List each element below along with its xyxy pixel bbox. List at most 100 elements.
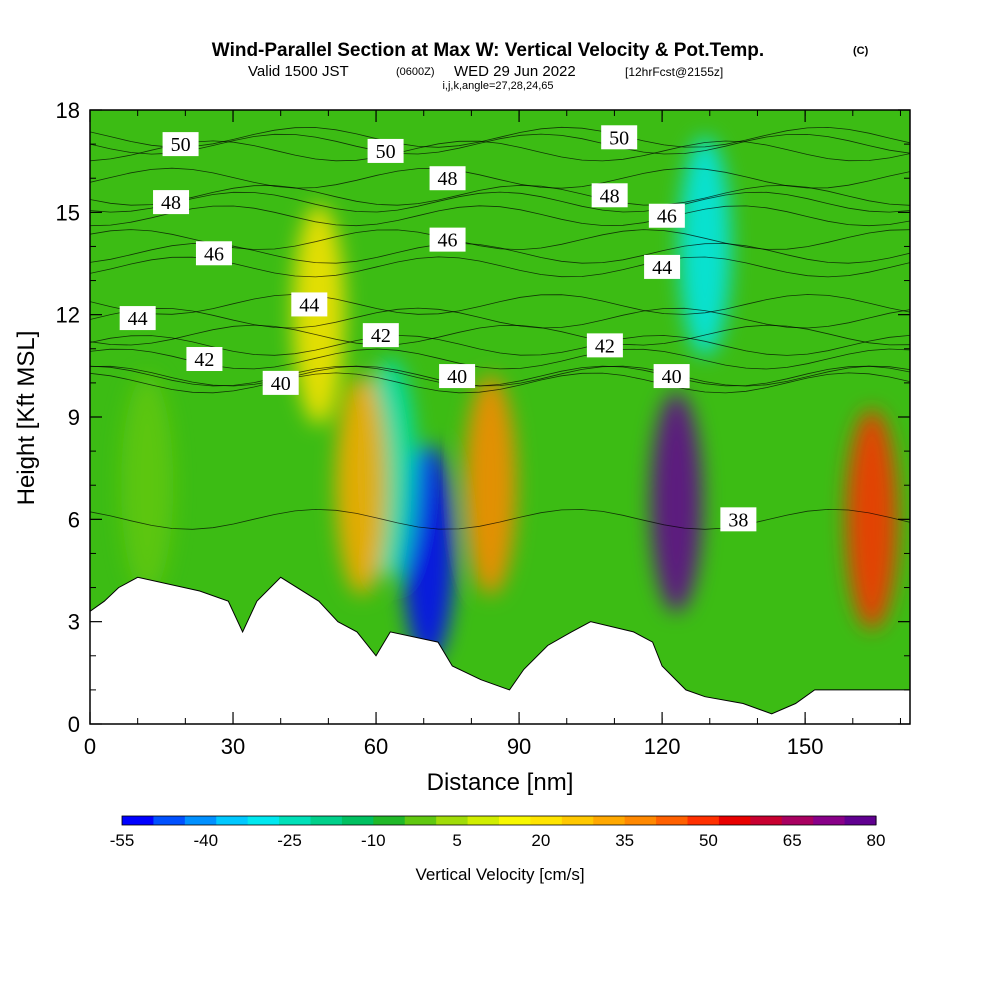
colorbar-swatch <box>404 816 437 825</box>
contour-label: 48 <box>438 168 458 190</box>
theta-contour-line <box>90 205 910 227</box>
colorbar-tick-label: 80 <box>867 831 886 850</box>
contour-label-bg <box>648 203 685 228</box>
subtitle-forecast: [12hrFcst@2155z] <box>625 65 723 79</box>
contour-label-bg <box>186 347 223 372</box>
colorbar-swatch <box>184 816 217 825</box>
velocity-cell-0 <box>402 443 455 664</box>
contour-label: 46 <box>438 230 458 252</box>
contour-label: 44 <box>128 308 148 330</box>
colorbar-swatch <box>593 816 626 825</box>
colorbar-tick-label: 50 <box>699 831 718 850</box>
contour-label: 46 <box>657 206 677 228</box>
subtitle-date: WED 29 Jun 2022 <box>454 63 576 80</box>
colorbar-tick-label: 20 <box>531 831 550 850</box>
contour-label-bg <box>262 370 299 395</box>
contour-labels: 50 48 46 44 42 40 44 42 50 48 46 40 50 48 46 44 42 40 38 <box>119 125 757 532</box>
colorbar-swatch <box>310 816 343 825</box>
colorbar-swatch <box>813 816 846 825</box>
colorbar-swatch <box>247 816 280 825</box>
theta-contour-line <box>90 348 910 370</box>
subtitle-params: i,j,k,angle=27,28,24,65 <box>442 80 553 92</box>
y-tick-label: 15 <box>56 200 80 225</box>
colorbar-swatch <box>656 816 689 825</box>
y-tick-label: 3 <box>68 610 80 635</box>
contour-label: 48 <box>600 185 620 207</box>
contour-label-bg <box>720 507 757 532</box>
contour-label: 48 <box>161 192 181 214</box>
x-tick-label: 30 <box>221 734 245 759</box>
contour-label: 50 <box>376 141 396 163</box>
axes: 0 30 60 90 120 150 0 3 6 9 12 15 18 <box>56 98 910 759</box>
theta-contour-line <box>90 167 910 189</box>
colorbar-swatch <box>624 816 657 825</box>
colorbar-swatch <box>373 816 406 825</box>
terrain <box>90 576 910 724</box>
colorbar-swatch <box>750 816 783 825</box>
x-tick-label: 150 <box>787 734 824 759</box>
x-tick-label: 90 <box>507 734 531 759</box>
subtitle-valid: Valid 1500 JST <box>248 63 349 80</box>
contour-label: 50 <box>609 127 629 149</box>
velocity-cell-7 <box>121 375 174 596</box>
velocity-cell-5 <box>679 136 731 357</box>
colorbar-swatch <box>718 816 751 825</box>
x-tick-label: 0 <box>84 734 96 759</box>
contour-label: 42 <box>371 325 391 347</box>
theta-contour-line <box>90 133 910 155</box>
contour-label-bg <box>291 292 328 317</box>
contour-label-bg <box>119 306 156 331</box>
contour-label-bg <box>162 132 199 157</box>
plot-area: 50 48 46 44 42 40 44 42 50 48 46 40 50 48 46 44 42 40 38 <box>90 110 910 724</box>
y-tick-label: 0 <box>68 712 80 737</box>
contour-label-bg <box>429 166 466 191</box>
y-tick-label: 18 <box>56 98 80 123</box>
velocity-cell-6 <box>845 409 898 630</box>
colorbar-swatch <box>467 816 500 825</box>
contour-label: 40 <box>271 373 291 395</box>
contour-label-bg <box>644 254 681 279</box>
colorbar-swatch <box>436 816 469 825</box>
contour-label-bg <box>439 364 476 389</box>
colorbar-swatch <box>844 816 877 825</box>
colorbar-tick-label: 5 <box>452 831 461 850</box>
colorbar-tick-label: 65 <box>783 831 802 850</box>
colorbar-tick-label: -10 <box>361 831 386 850</box>
colorbar-swatch <box>216 816 249 825</box>
contour-label-bg <box>153 190 190 215</box>
theta-contour-line <box>90 365 910 387</box>
colorbar-tick-label: -25 <box>277 831 302 850</box>
theta-contour-line <box>90 191 910 213</box>
colorbar-swatch <box>499 816 532 825</box>
contour-label: 42 <box>194 349 214 371</box>
contour-label: 40 <box>662 366 682 388</box>
colorbar-swatch <box>279 816 312 825</box>
contour-label-bg <box>601 125 638 150</box>
theta-contour-line <box>90 293 910 315</box>
colorbar-swatch <box>530 816 563 825</box>
x-axis-title: Distance [nm] <box>427 769 574 796</box>
colorbar-swatch <box>341 816 374 825</box>
theta-contour-line <box>90 184 910 206</box>
contour-label: 50 <box>171 134 191 156</box>
contour-label-bg <box>367 138 404 163</box>
colorbar-frame <box>121 815 877 826</box>
contour-label-bg <box>195 241 232 266</box>
contour-label: 44 <box>652 257 672 279</box>
velocity-cell-3 <box>464 375 517 596</box>
y-tick-label: 6 <box>68 507 80 532</box>
velocity-cell-4 <box>650 392 703 613</box>
colorbar-swatch <box>153 816 186 825</box>
y-tick-label: 12 <box>56 303 80 328</box>
contour-label-bg <box>429 227 466 252</box>
theta-contour-line <box>90 126 910 148</box>
x-tick-label: 120 <box>644 734 681 759</box>
theta-contour-line <box>90 508 910 530</box>
colorbar-tick-label: -40 <box>193 831 218 850</box>
x-tick-label: 60 <box>364 734 388 759</box>
contour-label-bg <box>653 364 690 389</box>
contour-label: 42 <box>595 335 615 357</box>
subtitle-zulu: (0600Z) <box>396 66 435 78</box>
chart-title: Wind-Parallel Section at Max W: Vertical… <box>212 40 764 61</box>
